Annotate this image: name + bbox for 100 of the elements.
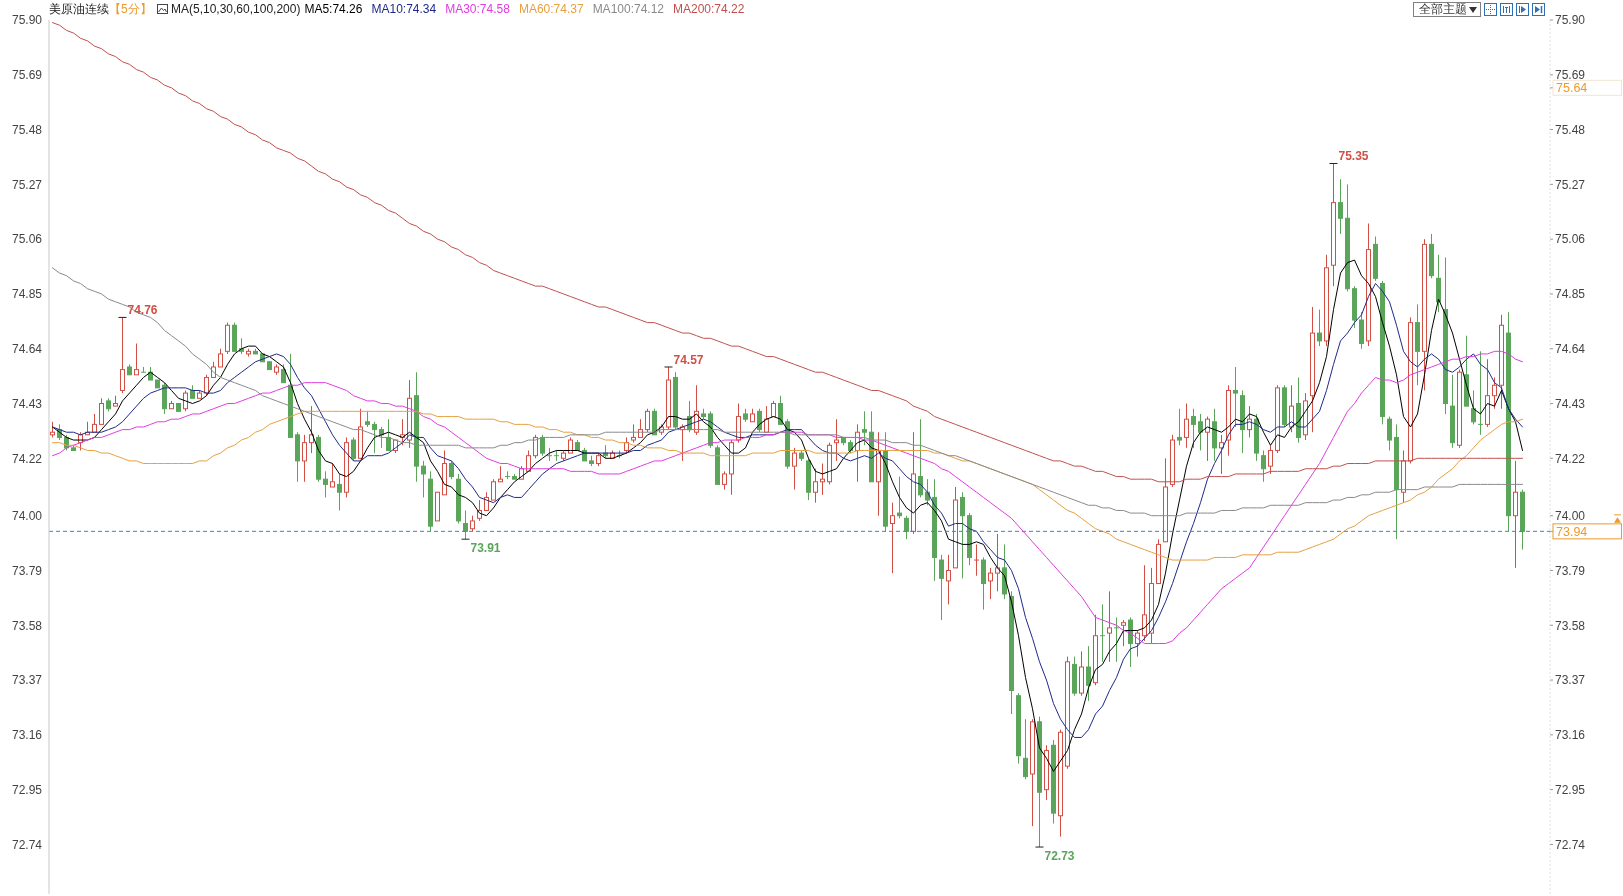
candlestick [1023, 718, 1028, 780]
y-tick-label: 72.95 [11, 782, 43, 797]
y-tick-label: 74.64 [11, 341, 43, 356]
candlestick [1289, 384, 1294, 433]
candlestick [1513, 460, 1518, 569]
y-tick-label: 75.69 [11, 68, 43, 83]
candlestick [1471, 389, 1476, 425]
candlestick [757, 408, 762, 433]
y-tick-label: 73.16 [11, 728, 43, 743]
candlestick [792, 447, 797, 491]
text: 73.91 [470, 541, 501, 556]
y2-tick-label: 75.06 [1555, 232, 1586, 247]
candlestick [778, 395, 783, 425]
text: MA5:74.26 [304, 2, 363, 16]
candlestick [645, 408, 650, 433]
candlestick [183, 389, 188, 412]
y2-tick-label: 74.22 [1555, 451, 1586, 466]
y-tick-label: 74.43 [11, 396, 43, 411]
y-tick-label: 74.22 [11, 451, 43, 466]
text: MA200:74.22 [673, 2, 745, 16]
candlestick [1492, 376, 1497, 410]
candlestick [1436, 254, 1441, 313]
y2-tick-label: 73.58 [1555, 618, 1586, 633]
y-tick-label: 74.85 [11, 287, 43, 302]
candlestick [1261, 449, 1266, 483]
text: MA10:74.34 [371, 2, 437, 16]
text: MA60:74.37 [518, 2, 584, 16]
y2-tick-label: 74.00 [1555, 508, 1586, 523]
y-tick-label: 74.00 [11, 508, 43, 523]
candlestick [323, 470, 328, 498]
candlestick [553, 449, 560, 462]
chart-subtitle: 【5分】 [109, 1, 152, 16]
y-tick-label: 75.27 [11, 177, 43, 192]
candlestick [372, 421, 377, 454]
line-series [52, 350, 1523, 645]
candlestick [834, 418, 839, 462]
y-tick-label: 73.79 [11, 563, 43, 578]
candlestick [99, 397, 104, 425]
text: MA100:74.12 [592, 2, 665, 16]
y2-tick-label: 75.69 [1555, 68, 1586, 83]
candlestick [1142, 564, 1147, 642]
chart-title: 美原油连续 [49, 1, 109, 16]
y-tick-label: 73.58 [11, 618, 43, 633]
y-tick-label: 75.90 [11, 13, 43, 28]
candlestick [981, 556, 986, 611]
candlestick [337, 473, 342, 511]
candlestick [449, 460, 454, 480]
y2-tick-label: 73.16 [1555, 728, 1586, 743]
candlestick [302, 434, 307, 483]
candlestick [330, 463, 335, 488]
candlestick [1184, 403, 1189, 449]
candlestick [1219, 434, 1224, 475]
candlestick [1128, 616, 1133, 668]
y2-tick-label: 75.64 [1556, 81, 1588, 96]
candlestick [134, 343, 139, 376]
candlestick [281, 363, 286, 384]
candlestick [988, 567, 993, 600]
candlestick [162, 382, 167, 415]
line-series [52, 267, 1523, 517]
candlestick [463, 509, 468, 540]
y2-tick-label: 73.37 [1555, 673, 1586, 688]
candlestick [918, 418, 923, 498]
candlestick [1477, 350, 1484, 436]
candlestick [1359, 311, 1364, 350]
y2-tick-label: 74.85 [1555, 287, 1586, 302]
candlestick [540, 434, 545, 457]
candlestick [1121, 619, 1126, 647]
candlestick [1177, 408, 1182, 446]
y2-tick-label: 75.48 [1555, 122, 1586, 137]
candlestick [1317, 309, 1322, 347]
candlestick [897, 476, 902, 519]
y-tick-label: 72.74 [11, 837, 43, 852]
line-series [52, 410, 1523, 561]
candlestick [946, 554, 951, 605]
text: 72.73 [1044, 849, 1075, 864]
dropdown-field: 全部主题 [1413, 2, 1481, 17]
y2-tick-label: 72.95 [1555, 782, 1586, 797]
candlestick [1135, 630, 1140, 658]
text: 74.76 [127, 303, 158, 318]
candlestick [1387, 416, 1392, 451]
candlestick [1113, 616, 1120, 663]
candlestick [995, 533, 1000, 592]
candlestick [813, 468, 818, 504]
candlestick [722, 470, 727, 491]
candlestick [890, 502, 895, 574]
candlestick [973, 543, 980, 577]
line-series [52, 22, 1523, 483]
candlestick [1198, 413, 1203, 451]
candlestick [491, 478, 496, 501]
candlestick [631, 423, 636, 444]
candlestick [386, 418, 391, 451]
candlestick [1338, 178, 1343, 235]
candlestick [1086, 645, 1091, 702]
y2-tick-label: 75.27 [1555, 177, 1586, 192]
y2-tick-label: 73.79 [1555, 563, 1586, 578]
candlestick [1107, 590, 1112, 663]
y-tick-label: 75.06 [11, 232, 43, 247]
y2-tick-label: 72.74 [1555, 837, 1586, 852]
candlestick [309, 405, 314, 454]
candlestick [939, 554, 944, 621]
